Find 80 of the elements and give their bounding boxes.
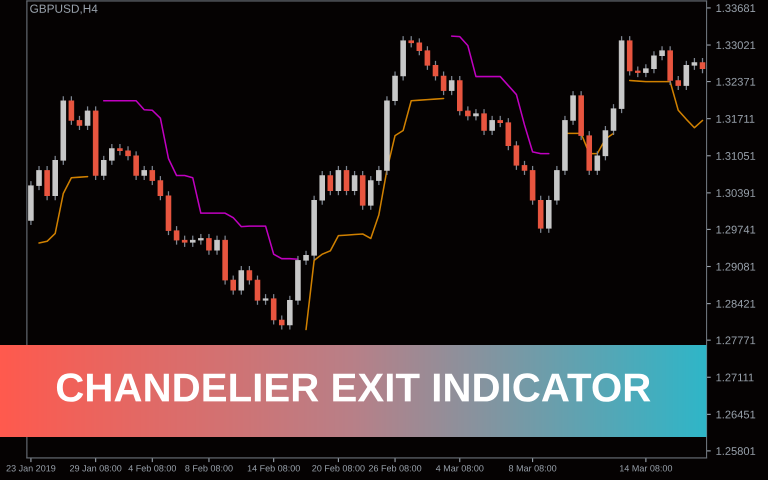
candlestick bbox=[141, 165, 147, 181]
candlestick bbox=[522, 160, 528, 176]
x-tick-label: 26 Feb 08:00 bbox=[368, 464, 422, 472]
y-tick-label: 1.33021 bbox=[716, 41, 756, 50]
candlestick bbox=[610, 103, 616, 136]
y-tick-label: 1.27111 bbox=[716, 374, 754, 382]
candlestick bbox=[198, 233, 204, 246]
candlestick bbox=[416, 38, 422, 56]
candlestick bbox=[109, 143, 115, 166]
candlestick bbox=[36, 165, 42, 191]
candlestick bbox=[246, 265, 252, 286]
candlestick bbox=[150, 165, 156, 186]
candlestick bbox=[651, 50, 657, 74]
candlestick bbox=[117, 143, 123, 156]
candlestick bbox=[684, 60, 690, 91]
candlestick bbox=[328, 170, 334, 196]
y-tick-label: 1.28421 bbox=[716, 300, 756, 308]
candlestick bbox=[100, 155, 107, 181]
candlestick bbox=[440, 70, 446, 96]
candlestick bbox=[206, 233, 212, 256]
x-tick-label: 4 Feb 08:00 bbox=[128, 464, 176, 472]
y-tick-label: 1.27771 bbox=[716, 336, 756, 344]
candlestick bbox=[408, 35, 414, 48]
candlestick bbox=[68, 96, 74, 126]
candlestick bbox=[262, 293, 268, 306]
candlestick bbox=[174, 225, 180, 246]
candlestick bbox=[303, 250, 309, 266]
candlestick bbox=[376, 165, 382, 186]
candlestick bbox=[182, 235, 188, 248]
candlestick bbox=[76, 115, 82, 131]
candlestick bbox=[158, 175, 164, 201]
y-tick-label: 1.31051 bbox=[716, 152, 756, 160]
candlestick bbox=[700, 57, 706, 74]
y-tick-label: 1.29741 bbox=[716, 226, 756, 234]
y-tick-label: 1.25801 bbox=[716, 447, 756, 456]
candlestick bbox=[214, 235, 220, 256]
candlestick bbox=[270, 293, 276, 326]
candlestick bbox=[448, 75, 454, 96]
candlestick bbox=[254, 274, 260, 306]
candlestick bbox=[594, 150, 600, 176]
x-tick-label: 8 Feb 08:00 bbox=[185, 464, 233, 472]
text: CHANDELIER EXIT INDICATOR bbox=[56, 373, 650, 402]
x-tick-label: 20 Feb 08:00 bbox=[312, 464, 365, 472]
y-tick-label: 1.30391 bbox=[716, 189, 756, 198]
candlestick bbox=[336, 165, 342, 196]
candlestick bbox=[489, 115, 495, 136]
candlestick bbox=[424, 46, 430, 70]
y-tick-label: 1.26451 bbox=[716, 410, 756, 418]
candlestick bbox=[659, 46, 665, 61]
candlestick bbox=[125, 146, 131, 161]
candlestick bbox=[278, 314, 285, 330]
candlestick bbox=[465, 106, 471, 122]
x-tick-label: 4 Mar 08:00 bbox=[436, 465, 484, 472]
x-tick-label: 14 Mar 08:00 bbox=[620, 465, 672, 472]
candlestick bbox=[133, 150, 139, 181]
candlestick bbox=[481, 108, 487, 136]
candlestick bbox=[344, 165, 350, 196]
candlestick bbox=[352, 170, 358, 196]
candlestick bbox=[473, 108, 479, 122]
y-tick-label: 1.33681 bbox=[716, 4, 756, 12]
candlestick bbox=[506, 118, 512, 151]
candlestick bbox=[230, 274, 236, 296]
y-tick-label: 1.29081 bbox=[716, 262, 756, 271]
y-tick-label: 1.32371 bbox=[716, 78, 756, 86]
candlestick bbox=[692, 57, 698, 70]
x-tick-label: 8 Mar 08:00 bbox=[508, 465, 556, 472]
candlestick bbox=[634, 66, 641, 78]
candlestick bbox=[497, 115, 504, 128]
annotation: GBPUSD,H4 bbox=[30, 4, 98, 14]
x-tick-label: 14 Feb 08:00 bbox=[248, 464, 300, 472]
candlestick bbox=[432, 60, 438, 82]
x-tick-label: 29 Jan 08:00 bbox=[70, 465, 122, 472]
candlestick bbox=[238, 265, 244, 296]
candlestick bbox=[84, 106, 90, 131]
candlestick bbox=[190, 235, 196, 248]
y-tick-label: 1.31711 bbox=[716, 114, 754, 123]
candlestick bbox=[675, 75, 682, 91]
x-tick-label: 23 Jan 2019 bbox=[6, 465, 56, 472]
candlestick bbox=[514, 140, 520, 171]
candlestick bbox=[643, 64, 649, 78]
